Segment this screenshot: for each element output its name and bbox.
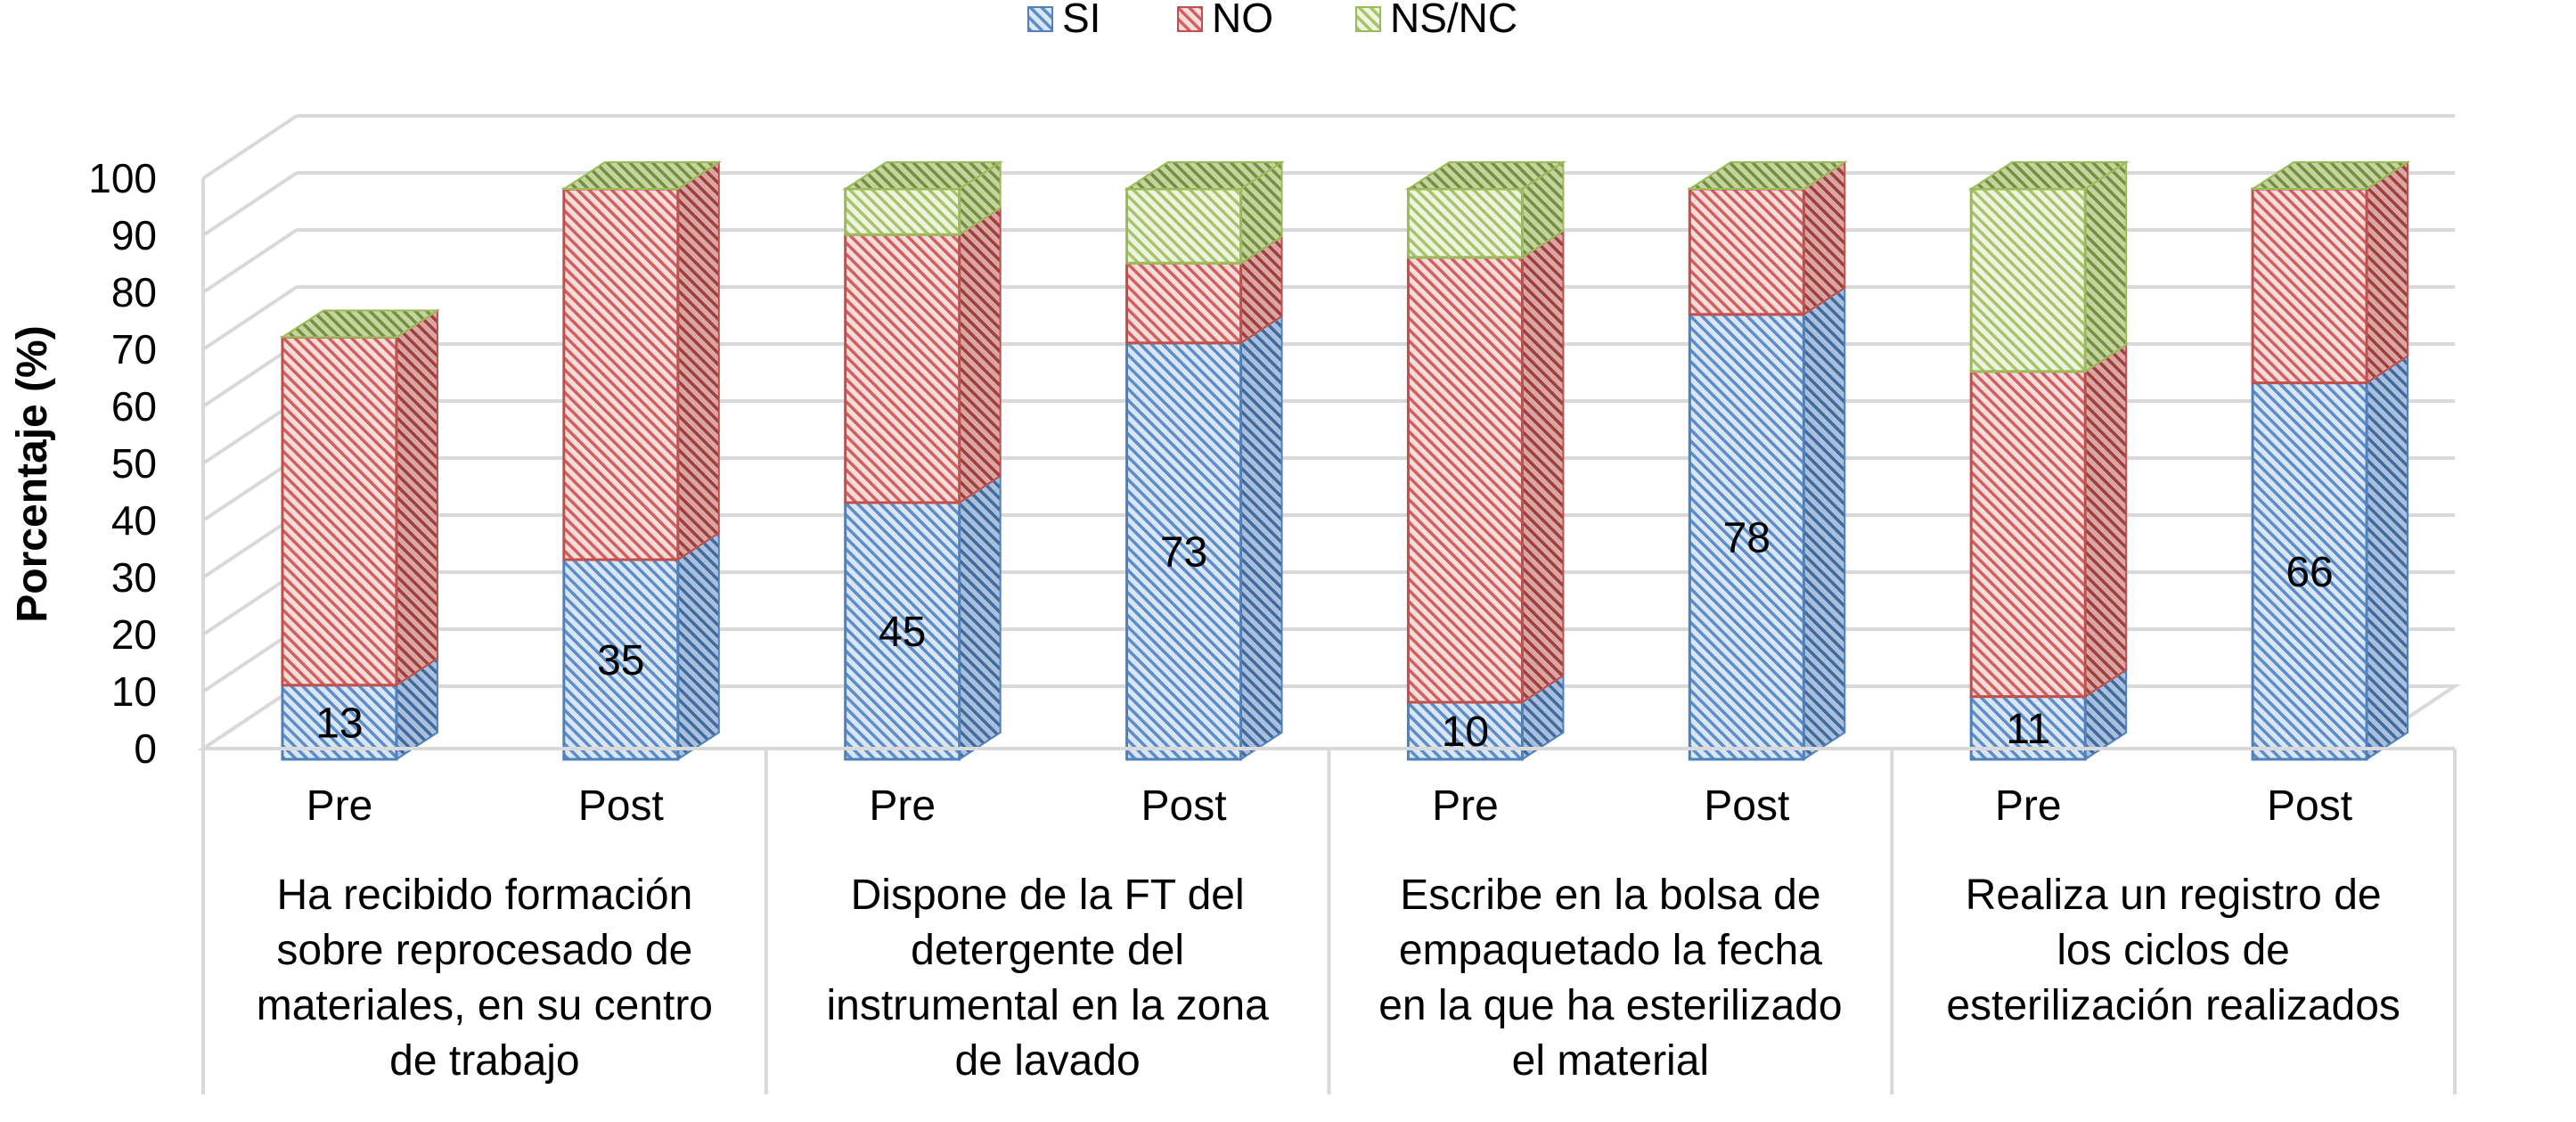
y-tick-label: 70 xyxy=(111,326,157,373)
y-tick-label: 0 xyxy=(134,725,157,772)
bar-segment xyxy=(562,187,680,561)
bar-side xyxy=(958,474,1002,761)
bar-top xyxy=(279,309,441,339)
bar-side xyxy=(1803,285,1846,761)
x-sub-label: Post xyxy=(578,782,664,830)
bar-segment xyxy=(562,558,680,761)
y-tick-label: 90 xyxy=(111,212,157,258)
bar-segment xyxy=(281,335,398,687)
bar-side xyxy=(2084,342,2128,699)
bar-segment xyxy=(1125,261,1243,345)
x-sub-label: Post xyxy=(1704,782,1789,830)
bar-top xyxy=(1405,161,1566,190)
bar-segment xyxy=(1688,187,1805,316)
x-group-label: sobre reprocesado de xyxy=(276,927,692,974)
legend-label-no: NO xyxy=(1212,0,1273,41)
bar-top xyxy=(842,161,1004,190)
legend-swatch-no xyxy=(1177,6,1203,32)
bar-segment xyxy=(1125,187,1243,265)
bar-top xyxy=(1686,161,1848,190)
x-group-label: de lavado xyxy=(955,1037,1141,1085)
legend: SI NO NS/NC xyxy=(1027,0,1517,41)
legend-swatch-nsnc xyxy=(1355,6,1381,32)
x-group-label: en la que ha esterilizado xyxy=(1378,982,1842,1029)
legend-label-si: SI xyxy=(1062,0,1100,41)
x-sub-label: Pre xyxy=(307,782,373,830)
y-tick-label: 40 xyxy=(111,497,157,544)
side-gridline xyxy=(201,285,298,351)
bar-segment xyxy=(1406,256,1524,704)
bar-segment xyxy=(1969,370,2087,699)
x-sub-label: Post xyxy=(2267,782,2352,830)
bar-top xyxy=(2249,161,2411,190)
x-group-label: materiales, en su centro xyxy=(257,982,713,1029)
y-tick-label: 20 xyxy=(111,611,157,658)
bar-side xyxy=(395,308,438,687)
bar-segment xyxy=(1969,187,2087,373)
y-axis-ticks: 0 10 20 30 40 50 60 70 80 90 100 xyxy=(88,155,157,772)
data-label-si: 45 xyxy=(879,609,926,656)
side-gridline xyxy=(201,114,298,180)
bar-top xyxy=(1967,161,2130,190)
x-group-label: detergente del xyxy=(911,927,1184,974)
bar-segment xyxy=(844,233,961,504)
y-tick-label: 50 xyxy=(111,440,157,487)
x-group-label: el material xyxy=(1512,1037,1709,1085)
x-group-label: instrumental en la zona xyxy=(826,982,1269,1029)
y-tick-label: 60 xyxy=(111,383,157,430)
y-tick-label: 30 xyxy=(111,554,157,601)
x-group-label: esterilización realizados xyxy=(1946,982,2400,1029)
bar-segment xyxy=(844,187,961,236)
bar-segment xyxy=(2251,187,2368,385)
x-axis: Pre Post Ha recibido formación sobre reproc… xyxy=(201,747,2457,1094)
bar-segment xyxy=(844,501,961,761)
bar-side xyxy=(2366,160,2409,385)
bar-segment xyxy=(1125,341,1243,761)
bar-side xyxy=(2084,160,2128,373)
y-tick-label: 80 xyxy=(111,269,157,315)
bar-side xyxy=(676,531,720,761)
bar-segment xyxy=(1688,313,1805,761)
bar-side xyxy=(958,206,1002,504)
y-tick-label: 10 xyxy=(111,668,157,715)
x-group-label: Dispone de la FT del xyxy=(851,872,1245,919)
y-axis-title: Porcentaje (%) xyxy=(9,325,56,622)
x-sub-label: Pre xyxy=(1432,782,1499,830)
x-sub-label: Pre xyxy=(1995,782,2062,830)
y-tick-label: 100 xyxy=(88,155,157,201)
x-group-label: Realiza un registro de xyxy=(1966,872,2382,919)
x-group-label: de trabajo xyxy=(389,1037,580,1085)
bar-top xyxy=(560,161,723,190)
bar-side xyxy=(676,160,720,561)
bar-side xyxy=(1239,314,1283,761)
x-sub-label: Post xyxy=(1141,782,1227,830)
x-group-label: empaquetado la fecha xyxy=(1399,927,1822,974)
bar-side xyxy=(1521,228,1565,704)
side-gridline xyxy=(201,228,298,294)
bars xyxy=(279,160,2411,761)
x-sub-label: Pre xyxy=(869,782,936,830)
x-group-label: Ha recibido formación xyxy=(276,872,692,919)
data-label-si: 78 xyxy=(1723,514,1770,561)
legend-label-nsnc: NS/NC xyxy=(1390,0,1517,41)
data-label-si: 13 xyxy=(315,700,363,747)
bar-segment xyxy=(1406,187,1524,259)
bar-top xyxy=(1124,161,1285,190)
data-label-si: 73 xyxy=(1160,528,1207,576)
bar-side xyxy=(2366,354,2409,761)
x-group-label: los ciclos de xyxy=(2057,927,2289,974)
data-label-si: 66 xyxy=(2286,549,2333,596)
bar-segment xyxy=(2251,381,2368,761)
data-label-si: 35 xyxy=(597,637,644,684)
legend-swatch-si xyxy=(1027,6,1053,32)
side-gridline xyxy=(201,171,298,237)
x-group-label: Escribe en la bolsa de xyxy=(1400,872,1820,919)
data-label-si: 11 xyxy=(2006,706,2050,753)
